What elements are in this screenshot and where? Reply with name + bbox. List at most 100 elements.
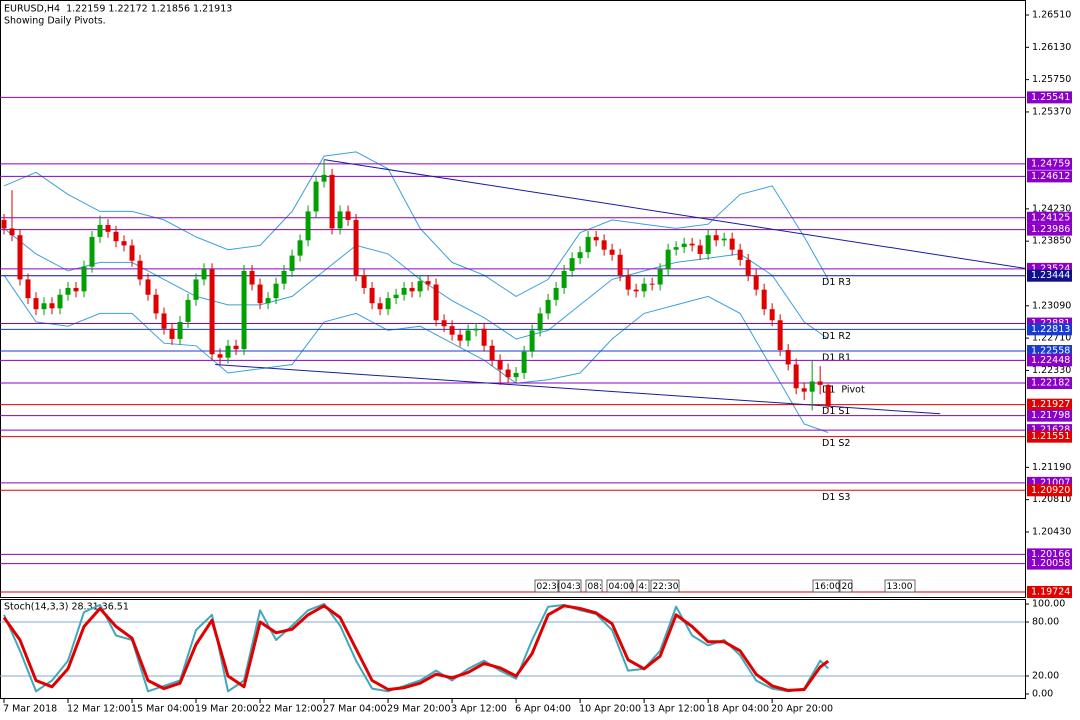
candle-body xyxy=(577,252,583,259)
price-label: 1.21551 xyxy=(1031,431,1070,442)
time-tag: 02:30 xyxy=(537,582,563,592)
price-label: 1.22448 xyxy=(1031,355,1070,366)
x-tick-label: 3 Apr 12:00 xyxy=(451,704,507,715)
price-label: 1.25541 xyxy=(1031,92,1070,103)
candle-body xyxy=(753,275,759,290)
candle-body xyxy=(745,259,751,276)
time-tag-box xyxy=(558,579,582,593)
candle-body xyxy=(65,287,71,295)
price-label: 1.21927 xyxy=(1031,399,1070,410)
time-tag-box xyxy=(812,579,840,593)
candle-body xyxy=(273,283,279,299)
time-tag: 08: xyxy=(588,582,602,592)
candle-body xyxy=(17,235,23,280)
candle-body xyxy=(529,330,535,352)
candle-body xyxy=(817,381,823,385)
y-tick-label: 0.00 xyxy=(1032,688,1053,699)
candle-body xyxy=(425,281,431,285)
candle-body xyxy=(57,294,63,309)
candle-body xyxy=(353,219,359,276)
candle-body xyxy=(201,269,207,280)
pivot-name: D1 R3 xyxy=(822,277,851,288)
time-tag: 13:00 xyxy=(887,582,913,592)
pivot-name: D1 S2 xyxy=(822,438,850,449)
candle-body xyxy=(761,289,767,310)
candle-body xyxy=(481,328,487,346)
candle-body xyxy=(49,303,55,309)
stochastic-line xyxy=(2,604,830,692)
price-label: 1.21007 xyxy=(1031,477,1070,488)
x-tick-label: 18 Apr 04:00 xyxy=(707,704,769,715)
price-label-box xyxy=(1027,323,1072,336)
candle-body xyxy=(457,334,463,341)
x-tick-label: 20 Apr 20:00 xyxy=(771,704,833,715)
candle-body xyxy=(113,231,119,242)
candle-body xyxy=(681,243,687,248)
stochastic-panel-frame xyxy=(0,599,1026,699)
stochastic-line xyxy=(3,603,829,693)
candle-body xyxy=(217,354,223,358)
candle-body xyxy=(161,313,167,329)
price-label-box xyxy=(1027,345,1072,358)
candle-body xyxy=(233,345,239,350)
price-label: 1.24759 xyxy=(1031,158,1070,169)
y-tick-label: 1.22330 xyxy=(1032,365,1071,376)
candle-body xyxy=(385,298,391,310)
price-label-box xyxy=(1027,170,1072,183)
price-label-box xyxy=(1027,548,1072,561)
candle-body xyxy=(569,258,575,271)
price-label-box xyxy=(1027,211,1072,224)
time-tag-box xyxy=(606,579,633,593)
candle-body xyxy=(473,328,479,331)
y-tick-label: 1.26510 xyxy=(1032,10,1071,21)
candle-body xyxy=(289,255,295,271)
candle-body xyxy=(609,249,615,255)
chart-subtitle: Showing Daily Pivots. xyxy=(4,16,106,27)
candle-body xyxy=(185,299,191,322)
candle-body xyxy=(337,211,343,229)
y-tick-label: 80.00 xyxy=(1032,617,1059,628)
price-label-box xyxy=(1027,557,1072,570)
candle-body xyxy=(377,303,383,310)
time-tag-box xyxy=(650,579,680,593)
y-tick-label: 1.25750 xyxy=(1032,74,1071,85)
x-tick-label: 13 Apr 12:00 xyxy=(643,704,705,715)
candle-body xyxy=(801,388,807,392)
candle-body xyxy=(105,225,111,232)
candle-body xyxy=(393,294,399,299)
candle-body xyxy=(153,294,159,314)
candle-body xyxy=(73,287,79,292)
candle-body xyxy=(769,309,775,321)
x-tick-label: 15 Mar 04:00 xyxy=(131,704,194,715)
price-label: 1.23986 xyxy=(1031,224,1070,235)
indicator-title: Stoch(14,3,3) 28.31 36.51 xyxy=(4,602,129,613)
candle-body xyxy=(193,279,199,300)
candle-body xyxy=(641,283,647,292)
price-label: 1.23524 xyxy=(1031,263,1070,274)
candle-body xyxy=(137,260,143,280)
candle-body xyxy=(417,281,423,292)
candle-body xyxy=(297,240,303,256)
candle-body xyxy=(313,181,319,212)
y-tick-label: 1.23850 xyxy=(1032,236,1071,247)
time-tag-box xyxy=(839,579,853,593)
candle-body xyxy=(777,320,783,351)
candle-body xyxy=(665,249,671,270)
price-label: 1.24125 xyxy=(1031,212,1070,223)
candle-body xyxy=(593,236,599,241)
candle-body xyxy=(121,241,127,246)
price-label: 1.24612 xyxy=(1031,171,1070,182)
time-tag-box xyxy=(534,579,559,593)
price-label-box xyxy=(1027,409,1072,422)
price-label-box xyxy=(1027,376,1072,389)
candle-body xyxy=(81,266,87,292)
candle-body xyxy=(97,225,103,237)
candle-body xyxy=(505,369,511,378)
candle-body xyxy=(657,269,663,285)
candle-body xyxy=(785,350,791,365)
x-tick-label: 7 Mar 2018 xyxy=(3,704,57,715)
candle-body xyxy=(321,174,327,182)
candle-body xyxy=(465,330,471,341)
candle-body xyxy=(9,228,15,236)
